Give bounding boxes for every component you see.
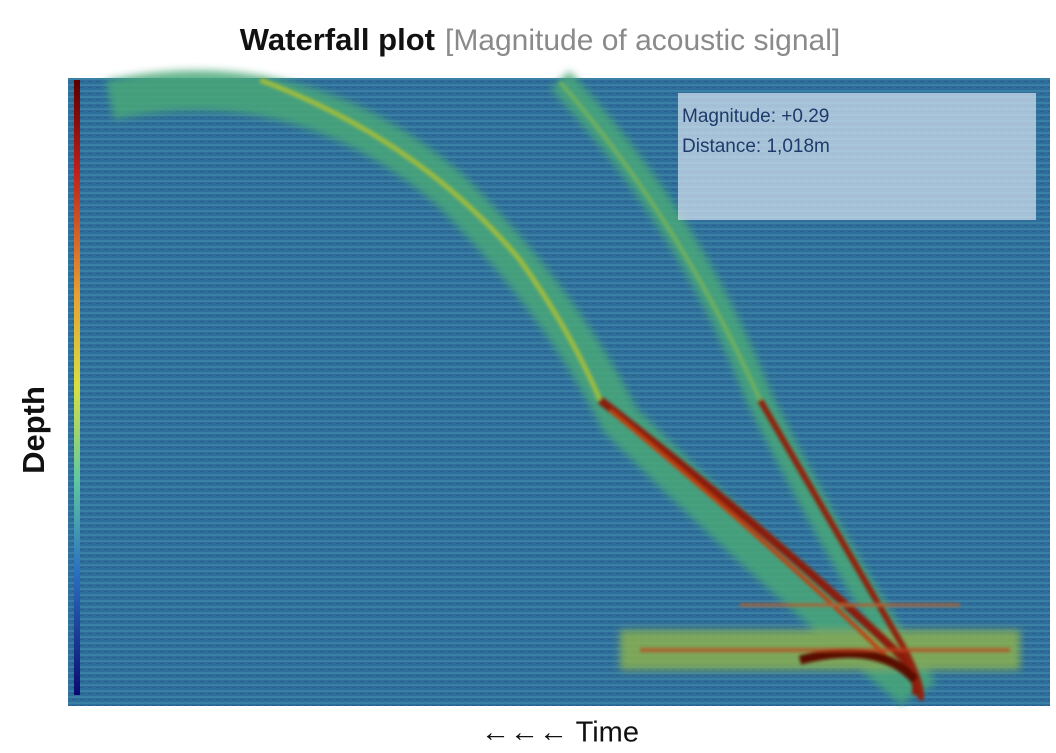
readout-line: Magnitude: +0.29 xyxy=(682,106,829,127)
x-axis-label: ←←← Time xyxy=(481,717,639,749)
readout-line: Distance: 1,018m xyxy=(682,136,830,157)
color-bar xyxy=(74,80,80,695)
page: Waterfall plot [Magnitude of acoustic sig… xyxy=(0,0,1056,753)
chart-title: Waterfall plot xyxy=(240,22,435,57)
title-group: Waterfall plot [Magnitude of acoustic sig… xyxy=(240,22,840,57)
plot: Magnitude: +0.29 Distance: 1,018m xyxy=(68,78,1050,706)
chart-subtitle: [Magnitude of acoustic signal] xyxy=(445,24,840,57)
y-axis-label: Depth xyxy=(16,386,51,474)
